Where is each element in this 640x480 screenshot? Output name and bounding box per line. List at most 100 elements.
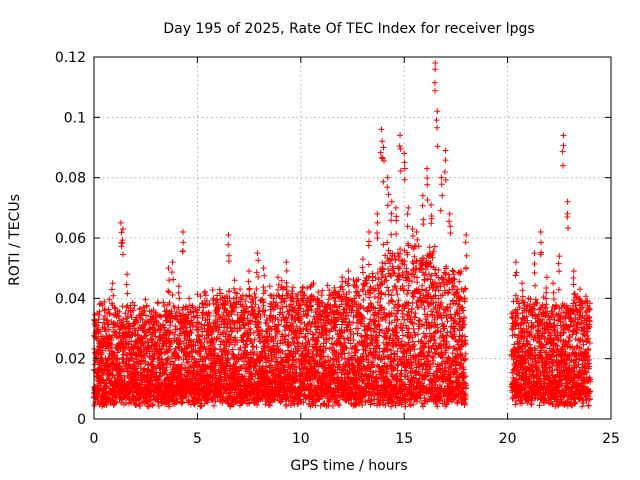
data-point — [127, 370, 134, 377]
data-point — [360, 297, 367, 303]
data-point — [122, 399, 129, 406]
data-point — [149, 381, 156, 388]
data-point — [131, 398, 138, 405]
data-point — [91, 361, 98, 368]
data-point — [150, 401, 157, 408]
data-point — [187, 326, 194, 333]
data-point — [183, 388, 190, 395]
data-point — [149, 402, 156, 409]
data-point — [118, 365, 125, 372]
data-point — [120, 344, 127, 351]
data-point — [388, 292, 395, 299]
data-point — [250, 343, 257, 350]
data-point — [148, 362, 155, 369]
data-point — [183, 324, 190, 331]
data-point — [101, 298, 108, 305]
data-point — [155, 403, 162, 410]
data-point — [130, 307, 137, 314]
data-point — [101, 313, 108, 320]
data-point — [147, 397, 154, 404]
data-point — [201, 288, 208, 295]
data-point — [237, 286, 244, 293]
data-point — [159, 356, 166, 363]
data-point — [106, 296, 113, 303]
data-point — [114, 355, 121, 362]
data-point — [222, 306, 229, 313]
data-point — [399, 332, 406, 339]
data-point — [324, 282, 331, 289]
data-point — [116, 373, 123, 380]
data-point — [299, 284, 306, 291]
data-point — [282, 403, 289, 410]
data-point — [103, 383, 110, 390]
data-point — [167, 318, 174, 325]
data-point — [216, 286, 223, 293]
data-point — [175, 353, 182, 360]
data-point — [93, 322, 100, 329]
data-point — [156, 352, 163, 359]
data-point — [142, 319, 149, 326]
data-point — [173, 349, 180, 356]
data-point — [96, 301, 103, 308]
data-point — [189, 370, 196, 377]
data-point — [163, 359, 170, 366]
data-point — [159, 387, 166, 394]
data-point — [282, 333, 289, 340]
data-point — [103, 400, 110, 407]
data-point — [91, 317, 98, 324]
data-point — [100, 335, 107, 342]
data-point — [176, 326, 183, 333]
data-point — [118, 396, 125, 403]
data-point — [285, 331, 292, 338]
data-point — [105, 355, 112, 362]
data-point — [385, 287, 392, 294]
data-point — [106, 310, 113, 317]
data-point — [329, 334, 336, 341]
data-point — [158, 314, 165, 321]
data-point — [173, 308, 180, 315]
data-point — [141, 365, 148, 372]
data-point — [143, 332, 150, 339]
data-point — [135, 360, 142, 367]
data-point — [288, 288, 295, 295]
data-point — [100, 342, 107, 349]
data-point — [119, 303, 126, 310]
data-point — [344, 355, 351, 362]
data-point — [122, 310, 129, 317]
data-point — [178, 361, 185, 368]
data-point — [171, 331, 178, 338]
data-point — [183, 359, 190, 366]
data-point — [128, 338, 135, 345]
data-point — [166, 330, 173, 337]
data-point — [394, 316, 401, 323]
data-point — [179, 306, 186, 313]
data-point — [186, 336, 193, 343]
data-point — [134, 319, 141, 326]
data-point — [144, 338, 151, 345]
data-point — [137, 403, 144, 410]
data-point — [148, 336, 155, 343]
data-point — [384, 284, 391, 291]
data-point — [105, 306, 112, 313]
data-point — [124, 313, 131, 320]
data-point — [98, 350, 105, 357]
data-point — [177, 337, 184, 344]
data-point — [150, 370, 157, 377]
data-point — [146, 320, 153, 327]
data-point — [371, 293, 378, 300]
data-point — [143, 350, 150, 357]
data-point — [366, 294, 373, 301]
data-point — [360, 287, 367, 294]
data-point — [189, 319, 196, 326]
data-point — [184, 345, 191, 352]
data-point — [385, 265, 392, 272]
data-point — [136, 305, 143, 312]
data-point — [153, 342, 160, 349]
data-point — [315, 289, 322, 296]
data-point — [141, 307, 148, 314]
data-point — [105, 321, 112, 328]
data-point — [143, 302, 150, 309]
data-point — [114, 349, 121, 356]
data-point — [163, 318, 170, 325]
